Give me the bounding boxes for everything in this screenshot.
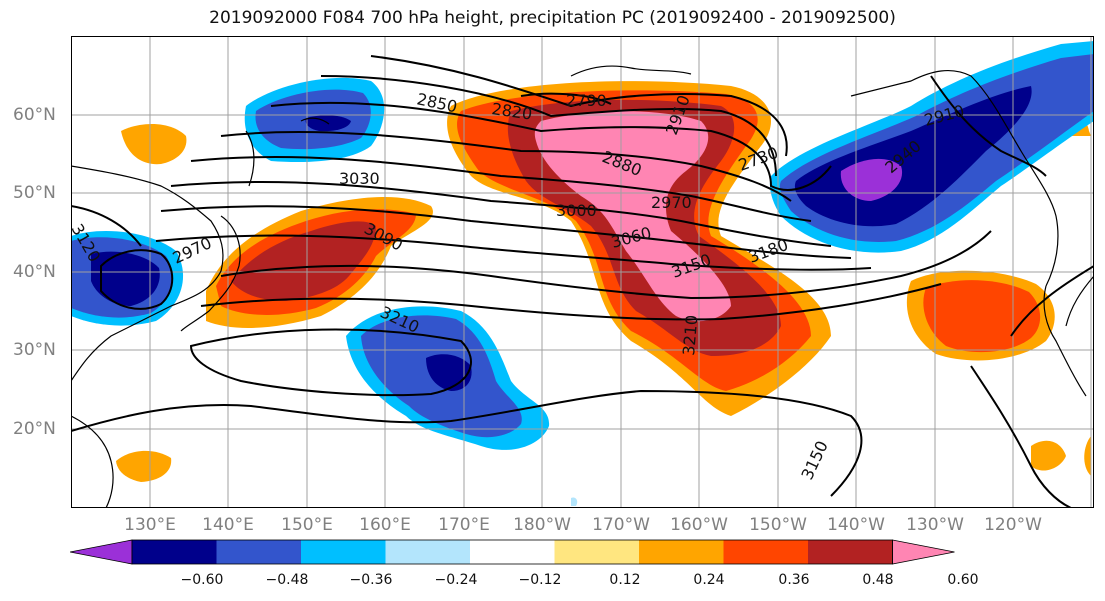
shade-orange [116, 450, 172, 482]
shade-navy [91, 251, 160, 306]
lat-label: 30°N [13, 340, 56, 360]
lon-label: 160°W [670, 515, 728, 535]
shade-orange [1084, 436, 1091, 476]
colorbar-segment [808, 540, 893, 564]
colorbar [70, 539, 955, 565]
contour-label: 2790 [566, 91, 607, 110]
precip-positive-shading [116, 81, 1091, 482]
contour-label: 2970 [651, 193, 692, 212]
lon-label: 150°W [749, 515, 807, 535]
colorbar-tick-label: −0.12 [518, 572, 562, 588]
colorbar-segment [132, 540, 217, 564]
chart-title: 2019092000 F084 700 hPa height, precipit… [209, 8, 896, 28]
lon-label: 170°W [592, 515, 650, 535]
shade-lightblue [571, 497, 578, 506]
lat-label: 20°N [13, 419, 56, 439]
lon-label: 140°W [827, 515, 885, 535]
lon-label: 120°W [984, 515, 1042, 535]
colorbar-tick-label: −0.36 [349, 572, 393, 588]
colorbar-tick-label: −0.48 [265, 572, 309, 588]
shade-pink [534, 111, 731, 322]
contour-label: 3150 [797, 438, 831, 483]
lat-label: 60°N [13, 105, 56, 125]
contour-label: 3000 [556, 201, 597, 220]
colorbar-segment [301, 540, 386, 564]
colorbar-tick-label: 0.48 [862, 572, 894, 588]
colorbar-segment [723, 540, 809, 564]
colorbar-extend-low [70, 539, 133, 565]
contour-label: 3210 [679, 314, 701, 356]
contour-label: 3030 [339, 169, 380, 188]
shade-orange [121, 124, 187, 165]
lon-label: 150°E [281, 515, 333, 535]
lon-label: 140°E [202, 515, 254, 535]
height-contours [71, 55, 1094, 508]
lon-label: 180°W [513, 515, 571, 535]
lon-label: 130°W [906, 515, 964, 535]
coastlines [71, 65, 1094, 508]
shade-darkred [231, 221, 376, 301]
colorbar-segment [554, 540, 640, 564]
shade-red [923, 280, 1041, 353]
lon-label: 170°E [438, 515, 490, 535]
colorbar-segment [470, 540, 555, 564]
colorbar-outline [131, 539, 893, 565]
colorbar-segment [385, 540, 471, 564]
contour-label: 3180 [746, 235, 791, 267]
colorbar-tick-label: 0.12 [609, 572, 641, 588]
contour-label: 2850 [415, 89, 459, 116]
lon-label: 130°E [124, 515, 176, 535]
colorbar-tick-label: −0.60 [180, 572, 224, 588]
lat-label: 50°N [13, 183, 56, 203]
precip-negative-shading [71, 41, 1094, 506]
colorbar-segment [639, 540, 724, 564]
colorbar-extend-high [892, 539, 955, 565]
colorbar-segment [216, 540, 302, 564]
shade-orange [1031, 440, 1066, 471]
map-plot-area: 2850 2820 2790 2880 2730 3030 3000 2970 … [71, 36, 1094, 508]
colorbar-tick-label: 0.36 [778, 572, 810, 588]
colorbar-tick-label: −0.24 [434, 572, 478, 588]
colorbar-tick-label: 0.24 [693, 572, 725, 588]
lat-label: 40°N [13, 262, 56, 282]
lon-label: 160°E [359, 515, 411, 535]
colorbar-tick-label: 0.60 [947, 572, 979, 588]
